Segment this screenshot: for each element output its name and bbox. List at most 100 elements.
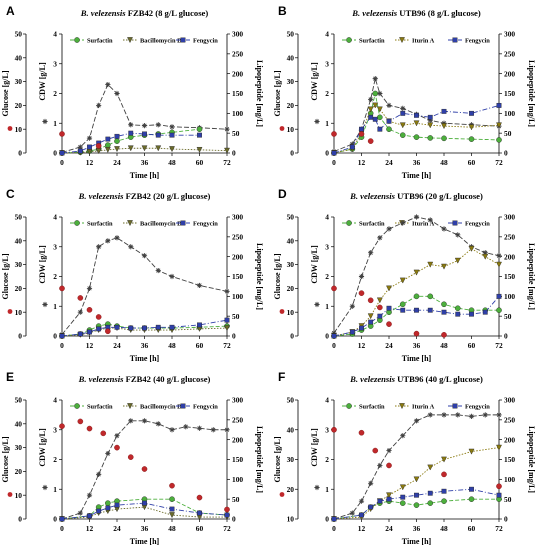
glucose-point	[141, 466, 148, 472]
lipopeptide-point	[386, 118, 392, 124]
lipopeptide-point	[468, 136, 475, 142]
lipopeptide-point	[197, 322, 202, 328]
lipopeptide-point	[414, 112, 419, 118]
panel-title: B. velezensis UTB96 (20 g/L glucose)	[349, 191, 483, 201]
lipopeptide-tick-label: 0	[232, 149, 236, 158]
glucose-axis-label: Glucose [g/L]	[273, 253, 282, 299]
x-tick-label: 60	[196, 158, 204, 167]
title-condition: FZB42 (40 g/L glucose)	[123, 374, 210, 384]
lipopeptide-line	[61, 498, 228, 520]
panel-title: B. velezensis FZB42 (40 g/L glucose)	[78, 374, 211, 384]
glucose-tick-label: 30	[15, 443, 23, 452]
cdw-point	[77, 510, 83, 516]
cdw-tick-label: 2	[325, 455, 329, 464]
cdw-point	[155, 421, 161, 427]
lipopeptide-point	[114, 502, 120, 508]
x-axis-label: Time [h]	[130, 354, 160, 363]
lipopeptide-point	[367, 313, 374, 320]
x-tick-label: 0	[60, 341, 64, 350]
panel-title: B. velezensis FZB42 (8 g/L glucose)	[80, 8, 209, 18]
lipopeptide-tick-label: 100	[504, 109, 515, 118]
cdw-tick-label: 3	[53, 59, 57, 68]
cdw-point	[128, 122, 134, 128]
cdw-point	[349, 303, 355, 309]
lipopeptide-point	[377, 114, 383, 121]
cdw-axis-label: CDW [g/L]	[310, 62, 319, 101]
glucose-tick-label: 50	[15, 213, 23, 222]
glucose-point	[386, 321, 392, 327]
cdw-key-icon	[42, 301, 48, 308]
lipopeptide-point	[400, 494, 406, 500]
cdw-axis-label: CDW [g/L]	[38, 245, 47, 284]
cdw-axis-label: CDW [g/L]	[310, 428, 319, 467]
glucose-key-icon	[7, 492, 13, 497]
cdw-point	[400, 105, 406, 111]
legend-label: Fengycin	[193, 403, 218, 410]
legend-marker	[127, 403, 133, 410]
cdw-point	[183, 424, 189, 430]
glucose-tick-label: 0	[18, 515, 22, 524]
lipopeptide-tick-label: 300	[504, 30, 515, 39]
lipopeptide-point	[427, 490, 433, 496]
lipopeptide-point	[224, 512, 230, 518]
legend-marker	[452, 220, 458, 226]
lipopeptide-point	[399, 500, 406, 506]
lipopeptide-tick-label: 50	[232, 495, 240, 504]
cdw-point	[114, 433, 120, 439]
lipopeptide-point	[331, 150, 337, 156]
cdw-tick-label: 1	[325, 119, 329, 128]
cdw-point	[496, 253, 502, 259]
x-tick-label: 24	[113, 341, 121, 350]
cdw-point	[96, 244, 102, 250]
lipopeptide-line	[61, 147, 228, 154]
cdw-point	[196, 425, 203, 431]
legend-marker	[127, 37, 133, 44]
glucose-point	[95, 314, 102, 320]
x-tick-label: 36	[413, 341, 421, 350]
lipopeptide-point	[331, 333, 337, 339]
glucose-axis-label: Glucose [g/L]	[273, 70, 282, 116]
lipopeptide-axis-label: Lipopeptide [mg/L]	[527, 60, 536, 127]
cdw-key-icon	[42, 484, 48, 491]
cdw-point	[86, 285, 93, 291]
lipopeptide-point	[413, 134, 420, 140]
legend-label: Surfactin	[359, 37, 385, 44]
x-tick-label: 48	[440, 158, 448, 167]
panel-title: B. velezensis UTB96 (8 g/L glucose)	[351, 8, 481, 18]
lipopeptide-point	[441, 456, 447, 463]
lipopeptide-point	[368, 504, 374, 510]
x-tick-label: 0	[332, 341, 336, 350]
lipopeptide-point	[224, 317, 230, 323]
lipopeptide-point	[427, 261, 434, 268]
legend-marker	[180, 220, 186, 226]
glucose-tick-label: 0	[290, 149, 294, 158]
lipopeptide-point	[441, 301, 447, 308]
lipopeptide-point	[368, 114, 374, 120]
glucose-point	[377, 304, 383, 311]
legend-label: Iturin A	[412, 403, 435, 410]
cdw-point	[427, 412, 433, 418]
lipopeptide-point	[496, 293, 502, 299]
legend-label: Bacillomycin D	[140, 220, 182, 227]
legend-marker	[346, 403, 352, 409]
x-tick-label: 36	[141, 341, 149, 350]
cdw-tick-label: 2	[53, 272, 57, 281]
lipopeptide-tick-label: 0	[504, 515, 508, 524]
lipopeptide-tick-label: 50	[232, 129, 240, 138]
lipopeptide-point	[141, 145, 148, 152]
lipopeptide-point	[376, 106, 383, 113]
lipopeptide-tick-label: 250	[232, 415, 243, 424]
lipopeptide-line	[61, 319, 228, 337]
lipopeptide-tick-label: 0	[504, 149, 508, 158]
glucose-tick-label: 40	[287, 425, 295, 434]
lipopeptide-point	[377, 126, 383, 132]
glucose-point	[496, 483, 502, 490]
lipopeptide-tick-label: 250	[504, 232, 515, 241]
lipopeptide-tick-label: 300	[232, 213, 243, 222]
cdw-axis-label: CDW [g/L]	[38, 428, 47, 467]
cdw-point	[224, 427, 230, 433]
cdw-tick-label: 1	[325, 302, 329, 311]
lipopeptide-point	[455, 311, 461, 317]
cdw-point	[413, 214, 420, 220]
glucose-tick-label: 40	[15, 53, 23, 62]
